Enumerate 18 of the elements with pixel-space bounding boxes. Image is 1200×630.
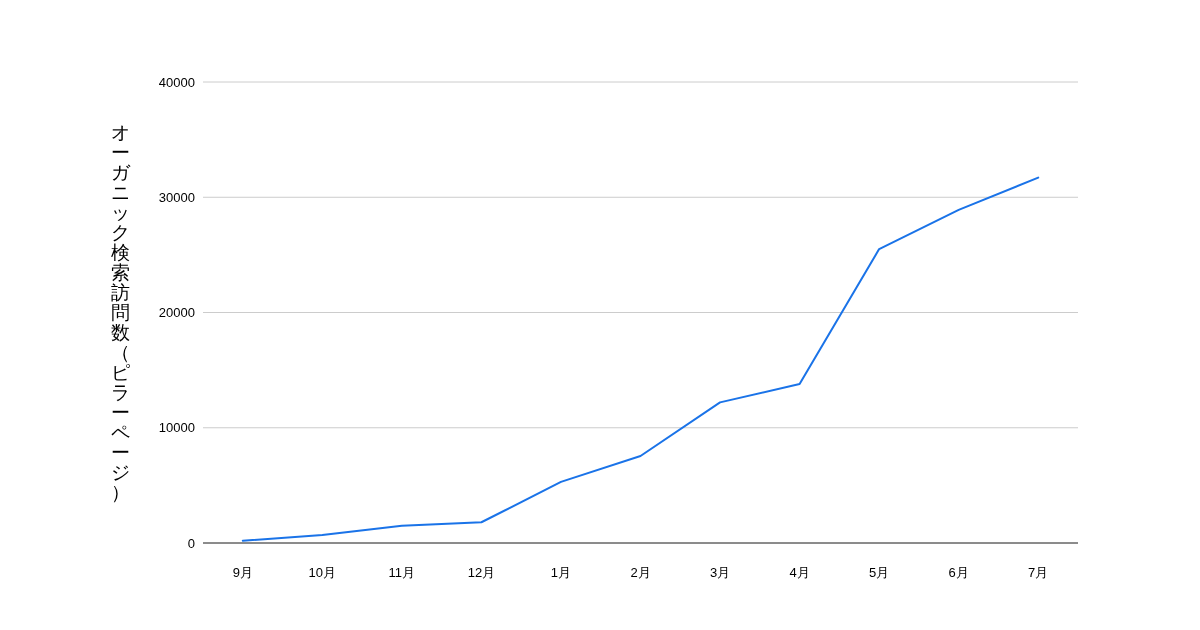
x-tick-label: 6月 (948, 565, 969, 580)
y-tick-label: 20000 (158, 305, 195, 321)
y-tick-label: 40000 (158, 74, 195, 90)
x-tick-label: 1月 (550, 565, 572, 580)
x-tick-label: 10月 (308, 565, 337, 580)
x-tick-label: 9月 (232, 565, 253, 580)
y-tick-label: 30000 (158, 189, 195, 205)
x-tick-label: 7月 (1028, 565, 1049, 580)
x-tick-label: 3月 (709, 565, 731, 580)
text: オーガニック検索訪問数（ピラーページ） (110, 122, 130, 504)
y-tick-label: 0 (187, 535, 195, 551)
x-tick-label: 11月 (388, 565, 416, 580)
line-series (241, 176, 1040, 542)
x-tick-label: 4月 (789, 565, 810, 580)
y-tick-label: 10000 (158, 420, 195, 436)
x-tick-label: 5月 (869, 565, 890, 580)
x-tick-label: 12月 (467, 565, 496, 580)
x-tick-label: 2月 (630, 565, 651, 580)
